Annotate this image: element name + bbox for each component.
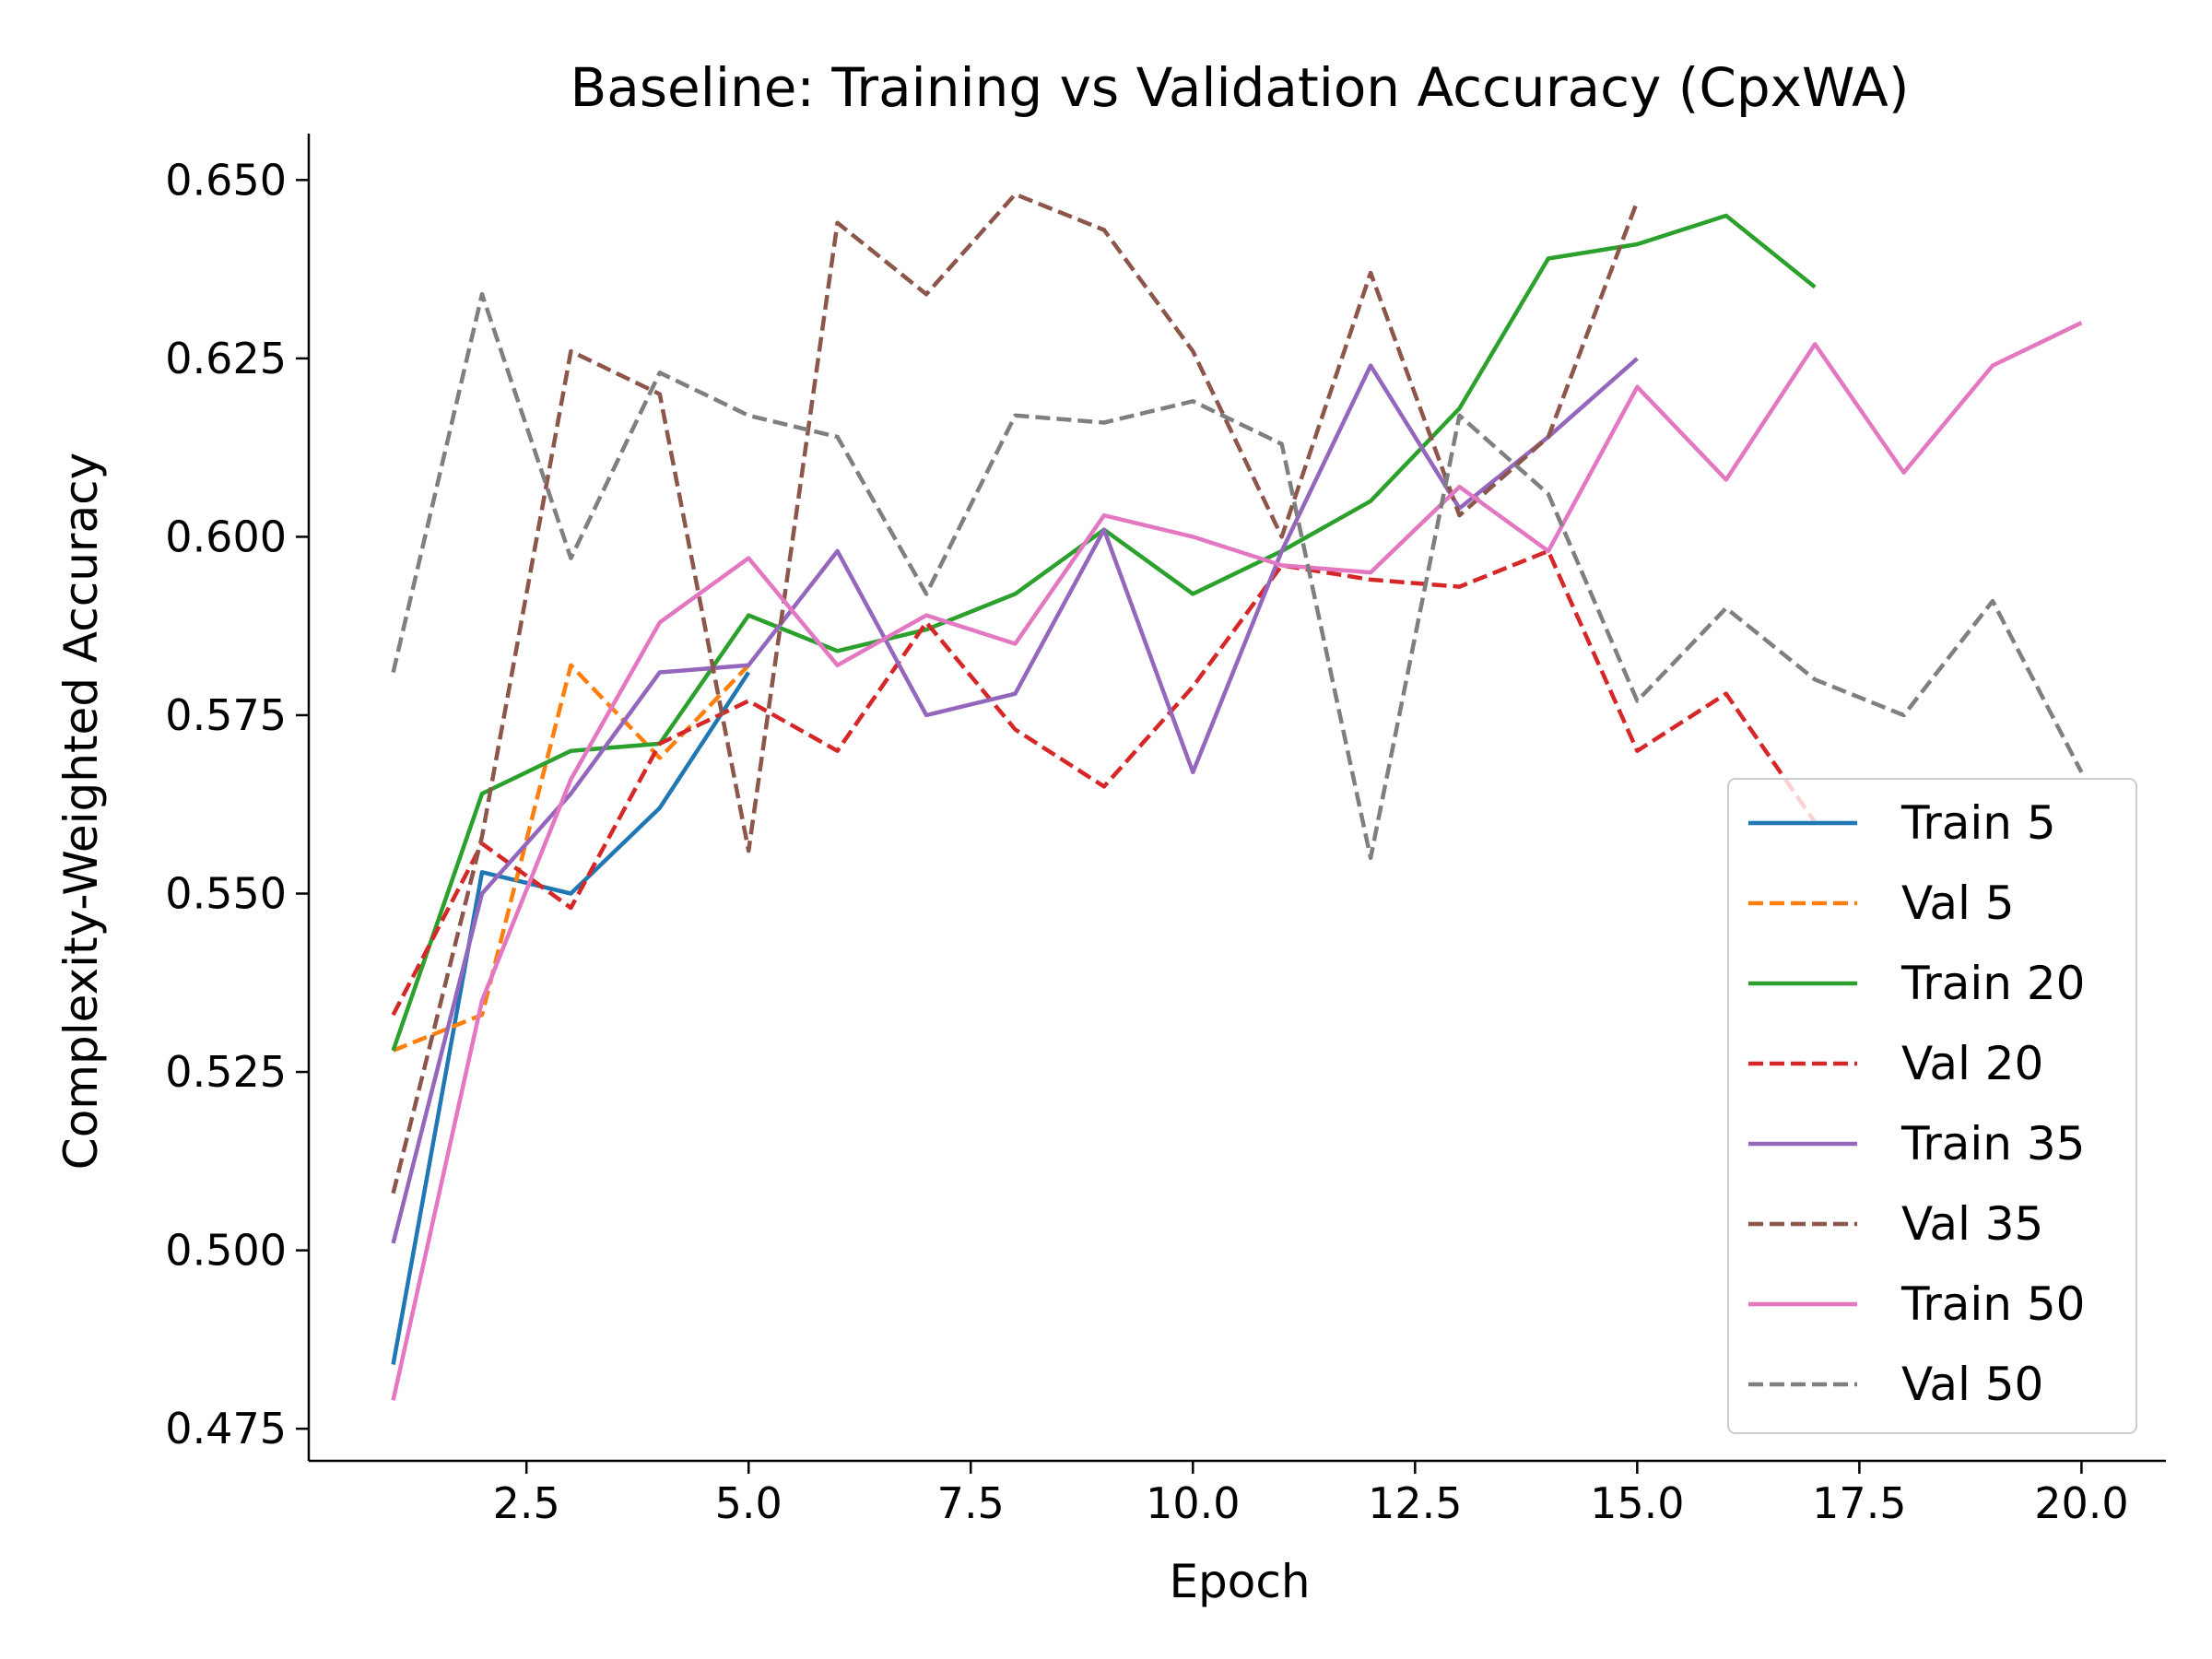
y-tick-label: 0.475 xyxy=(165,1404,287,1453)
legend-label-train-20: Train 20 xyxy=(1900,957,2086,1010)
x-tick-label: 5.0 xyxy=(715,1478,782,1528)
legend-label-val-20: Val 20 xyxy=(1901,1037,2043,1090)
y-tick-label: 0.525 xyxy=(165,1047,287,1097)
series-line-val-20 xyxy=(391,548,1818,1017)
y-tick-label: 0.625 xyxy=(165,334,287,383)
series-line-val-5 xyxy=(392,663,750,1053)
legend: Train 5 Val 5 Train 20 Val 20 Train 35 Val 35… xyxy=(1727,778,2137,1434)
y-axis-label: Complexity-Weighted Accuracy xyxy=(54,453,108,1170)
legend-label-train-5: Train 5 xyxy=(1900,796,2056,850)
chart-title: Baseline: Training vs Validation Accurac… xyxy=(571,56,1910,119)
y-tick-label: 0.650 xyxy=(165,155,287,205)
x-tick-label: 7.5 xyxy=(937,1478,1005,1528)
legend-label-val-50: Val 50 xyxy=(1901,1358,2043,1411)
x-tick-label: 17.5 xyxy=(1812,1478,1906,1528)
legend-label-train-35: Train 35 xyxy=(1900,1117,2086,1171)
x-tick-label: 10.0 xyxy=(1146,1478,1240,1528)
y-tick-label: 0.575 xyxy=(165,690,287,740)
series-line-train-5 xyxy=(391,671,751,1365)
x-tick-label: 12.5 xyxy=(1368,1478,1462,1528)
x-axis-label: Epoch xyxy=(1169,1555,1310,1608)
plot-area xyxy=(391,192,2084,1401)
x-tick-label: 2.5 xyxy=(493,1478,560,1528)
series-line-train-35 xyxy=(391,357,1639,1244)
series-line-train-20 xyxy=(391,213,1817,1052)
axes: 2.5 5.0 7.5 10.0 12.5 15.0 17.5 20.0 0.475 0.500 0… xyxy=(165,134,2166,1528)
legend-label-val-35: Val 35 xyxy=(1901,1197,2043,1251)
series-line-val-50 xyxy=(391,291,2084,861)
y-tick-label: 0.600 xyxy=(165,512,287,561)
y-tick-label: 0.550 xyxy=(165,869,287,919)
legend-box xyxy=(1727,778,2137,1434)
series-line-val-35 xyxy=(391,192,1640,1194)
legend-label-train-50: Train 50 xyxy=(1900,1277,2086,1331)
y-tick-label: 0.500 xyxy=(165,1226,287,1276)
legend-label-val-5: Val 5 xyxy=(1901,877,2015,930)
x-tick-label: 15.0 xyxy=(1590,1478,1684,1528)
series-line-train-50 xyxy=(391,321,2083,1401)
x-tick-label: 20.0 xyxy=(2034,1478,2128,1528)
